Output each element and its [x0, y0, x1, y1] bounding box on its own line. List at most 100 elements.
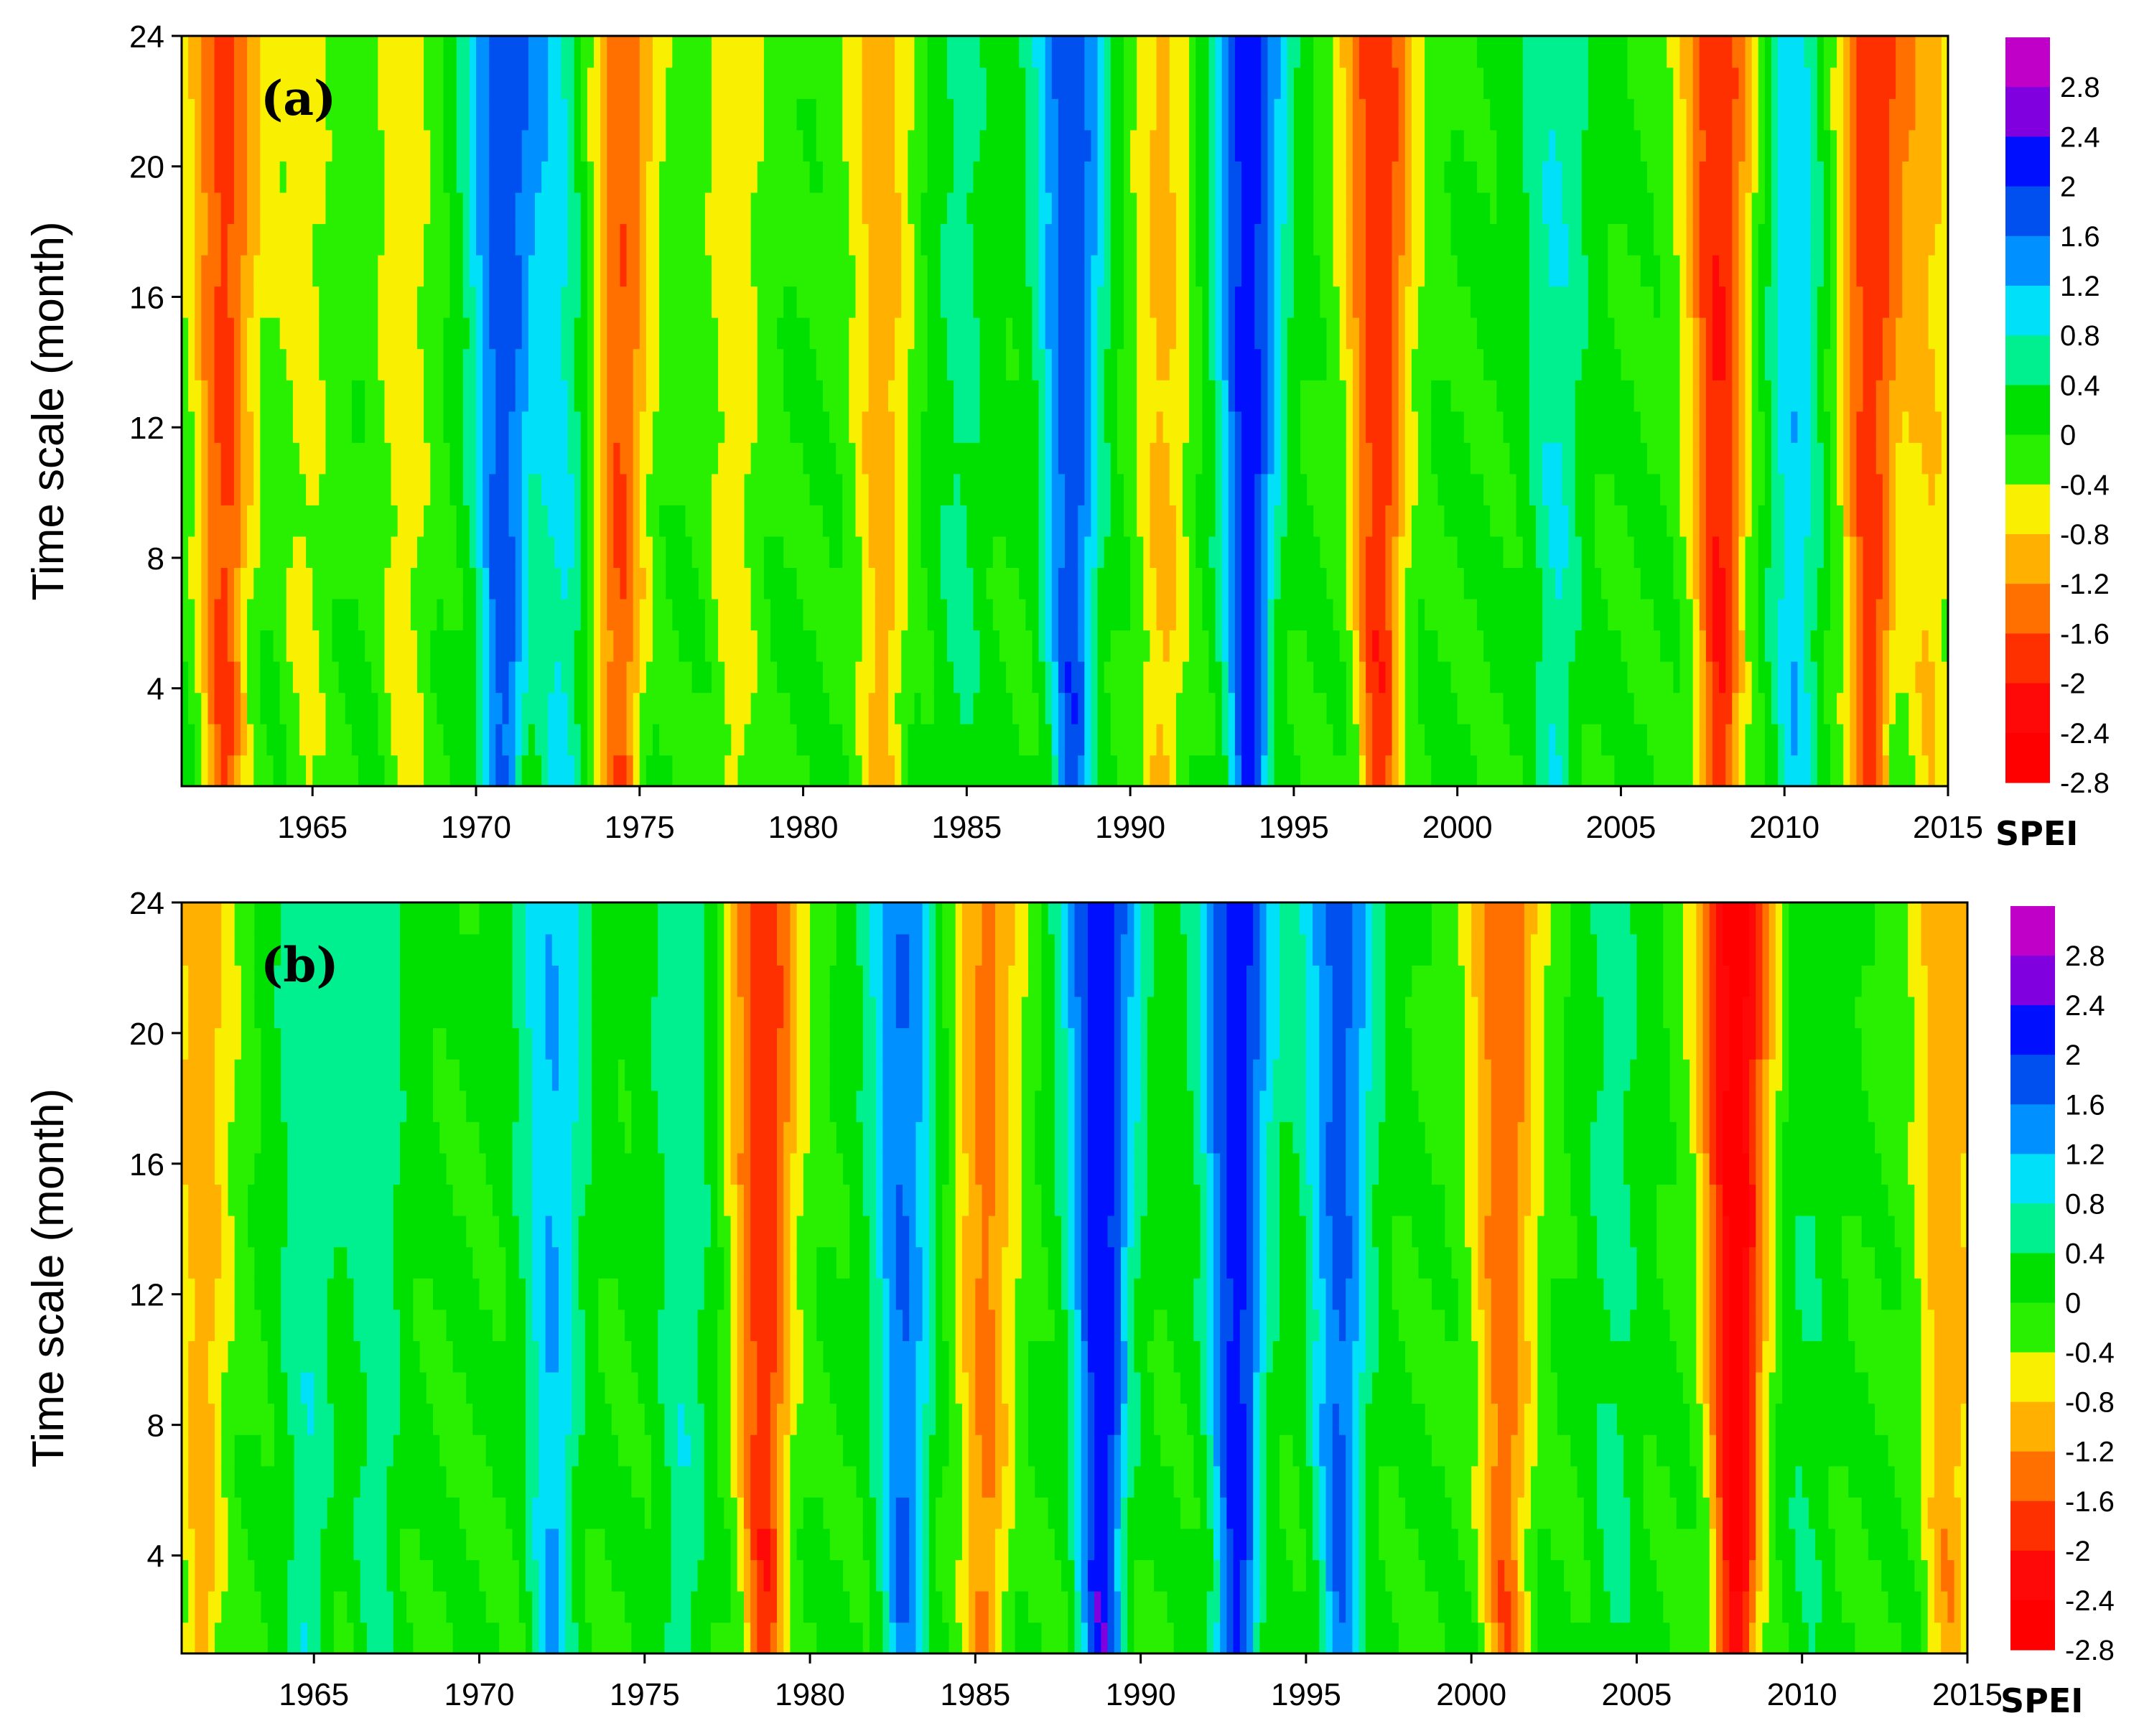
heatmap-cell — [345, 379, 353, 412]
heatmap-cell — [1196, 192, 1203, 225]
heatmap-cell — [332, 161, 340, 193]
heatmap-cell — [1307, 442, 1315, 475]
heatmap-cell — [1196, 442, 1203, 475]
heatmap-cell — [607, 317, 615, 350]
heatmap-cell — [1261, 598, 1269, 631]
heatmap-cell — [836, 755, 844, 786]
heatmap-cell — [1162, 36, 1170, 68]
heatmap-cell — [600, 348, 608, 381]
heatmap-cell — [895, 129, 903, 162]
heatmap-cell — [410, 661, 418, 694]
heatmap-cell — [613, 36, 621, 68]
heatmap-cell — [607, 692, 615, 724]
heatmap-cell — [1267, 36, 1275, 68]
heatmap-cell — [620, 317, 628, 350]
heatmap-cell — [535, 598, 542, 631]
heatmap-cell — [1425, 505, 1432, 537]
heatmap-cell — [410, 98, 418, 131]
heatmap-cell — [881, 348, 889, 381]
heatmap-cell — [1254, 129, 1262, 162]
heatmap-cell — [875, 411, 882, 443]
heatmap-cell — [567, 129, 575, 162]
heatmap-cell — [698, 67, 706, 99]
heatmap-cell — [410, 192, 418, 225]
heatmap-cell — [1156, 98, 1164, 131]
heatmap-cell — [704, 442, 712, 475]
heatmap-cell — [875, 536, 882, 569]
heatmap-cell — [233, 473, 241, 505]
heatmap-cell — [397, 67, 405, 99]
heatmap-cell — [1339, 505, 1347, 537]
heatmap-cell — [724, 473, 732, 505]
heatmap-cell — [476, 67, 483, 99]
heatmap-cell — [1051, 317, 1059, 350]
heatmap-cell — [325, 692, 333, 724]
heatmap-cell — [462, 129, 470, 162]
heatmap-cell — [1339, 442, 1347, 475]
heatmap-cell — [1411, 598, 1419, 631]
heatmap-cell — [888, 505, 895, 537]
heatmap-cell — [1307, 411, 1315, 443]
heatmap-cell — [1156, 442, 1164, 475]
heatmap-cell — [1398, 411, 1406, 443]
heatmap-cell — [397, 536, 405, 569]
heatmap-cell — [378, 505, 386, 537]
heatmap-cell — [508, 755, 516, 786]
heatmap-cell — [1450, 661, 1458, 694]
heatmap-cell — [495, 473, 503, 505]
heatmap-cell — [973, 129, 981, 162]
heatmap-cell — [495, 223, 503, 256]
heatmap-cell — [1175, 317, 1183, 350]
heatmap-cell — [515, 161, 523, 193]
heatmap-cell — [358, 348, 365, 381]
heatmap-cell — [698, 36, 706, 68]
heatmap-cell — [1274, 723, 1282, 756]
heatmap-cell — [1234, 286, 1242, 318]
heatmap-cell — [1208, 129, 1216, 162]
heatmap-cell — [600, 317, 608, 350]
heatmap-cell — [1241, 755, 1249, 786]
heatmap-cell — [724, 755, 732, 786]
heatmap-cell — [809, 286, 817, 318]
heatmap-cell — [1352, 473, 1360, 505]
heatmap-cell — [561, 379, 569, 412]
heatmap-cell — [796, 630, 804, 662]
heatmap-cell — [319, 161, 327, 193]
heatmap-cell — [424, 129, 432, 162]
heatmap-cell — [908, 755, 915, 786]
heatmap-cell — [653, 473, 660, 505]
heatmap-cell — [1196, 379, 1203, 412]
heatmap-cell — [1431, 67, 1439, 99]
heatmap-cell — [790, 98, 798, 131]
heatmap-cell — [895, 36, 903, 68]
heatmap-cell — [1156, 254, 1164, 287]
heatmap-cell — [1320, 598, 1328, 631]
heatmap-cell — [763, 442, 771, 475]
heatmap-cell — [704, 161, 712, 193]
heatmap-cell — [1025, 223, 1033, 256]
heatmap-cell — [685, 567, 693, 599]
heatmap-cell — [921, 567, 928, 599]
heatmap-cell — [1117, 98, 1124, 131]
heatmap-cell — [1339, 129, 1347, 162]
heatmap-cell — [1032, 567, 1040, 599]
heatmap-cell — [816, 67, 824, 99]
heatmap-cell — [1359, 98, 1366, 131]
heatmap-cell — [1137, 505, 1145, 537]
heatmap-cell — [1084, 348, 1092, 381]
heatmap-cell — [816, 98, 824, 131]
heatmap-cell — [201, 536, 209, 569]
heatmap-cell — [1051, 286, 1059, 318]
heatmap-cell — [220, 442, 228, 475]
heatmap-cell — [672, 317, 680, 350]
heatmap-cell — [1392, 567, 1399, 599]
heatmap-cell — [1483, 598, 1491, 631]
heatmap-cell — [1124, 379, 1131, 412]
heatmap-cell — [1143, 536, 1151, 569]
heatmap-cell — [1221, 254, 1229, 287]
heatmap-cell — [646, 286, 653, 318]
heatmap-cell — [1470, 411, 1478, 443]
heatmap-cell — [332, 723, 340, 756]
heatmap-cell — [836, 129, 844, 162]
heatmap-cell — [535, 161, 542, 193]
